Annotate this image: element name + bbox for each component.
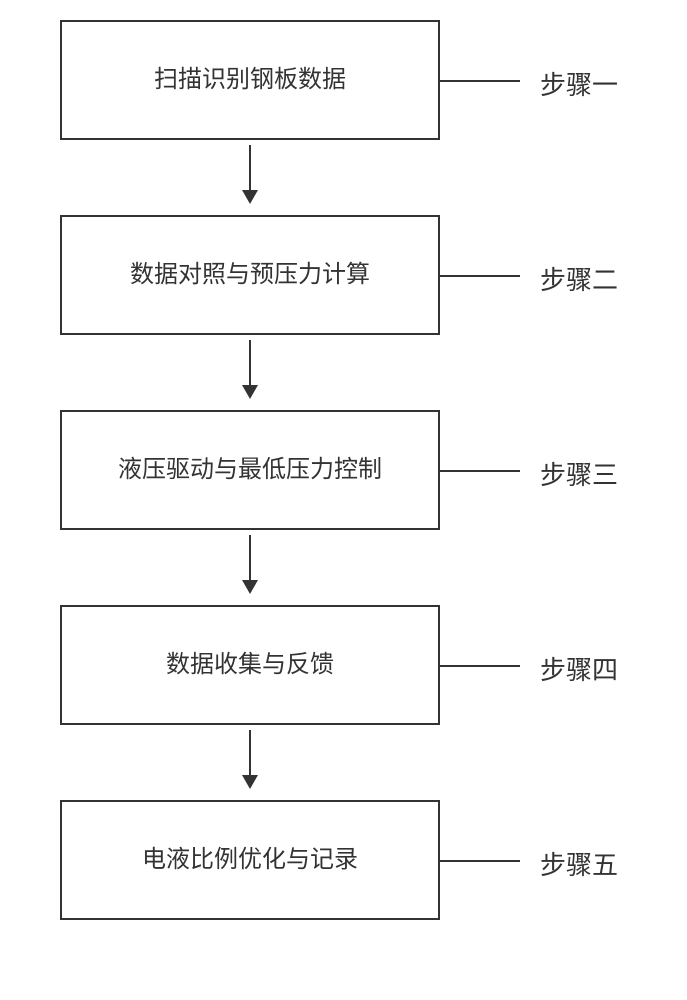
step-box-2: 数据对照与预压力计算 — [60, 215, 440, 335]
step-text-2: 数据对照与预压力计算 — [120, 258, 380, 292]
arrow-head-2 — [242, 385, 258, 399]
arrow-head-3 — [242, 580, 258, 594]
arrow-line-4 — [249, 730, 251, 775]
arrow-line-3 — [249, 535, 251, 580]
step-text-3: 液压驱动与最低压力控制 — [108, 453, 392, 487]
step-box-3: 液压驱动与最低压力控制 — [60, 410, 440, 530]
arrow-line-2 — [249, 340, 251, 385]
connector-1 — [440, 80, 520, 82]
flowchart-container: 扫描识别钢板数据 步骤一 数据对照与预压力计算 步骤二 液压驱动与最低压力控制 … — [0, 0, 687, 1000]
connector-2 — [440, 275, 520, 277]
step-label-5: 步骤五 — [540, 845, 618, 882]
step-text-4: 数据收集与反馈 — [156, 648, 344, 682]
arrow-head-1 — [242, 190, 258, 204]
connector-4 — [440, 665, 520, 667]
step-text-5: 电液比例优化与记录 — [132, 843, 368, 877]
arrow-head-4 — [242, 775, 258, 789]
connector-5 — [440, 860, 520, 862]
step-label-2: 步骤二 — [540, 260, 618, 297]
step-label-3: 步骤三 — [540, 455, 618, 492]
step-box-4: 数据收集与反馈 — [60, 605, 440, 725]
step-label-1: 步骤一 — [540, 65, 618, 102]
step-text-1: 扫描识别钢板数据 — [144, 63, 356, 97]
step-box-5: 电液比例优化与记录 — [60, 800, 440, 920]
connector-3 — [440, 470, 520, 472]
step-box-1: 扫描识别钢板数据 — [60, 20, 440, 140]
step-label-4: 步骤四 — [540, 650, 618, 687]
arrow-line-1 — [249, 145, 251, 190]
